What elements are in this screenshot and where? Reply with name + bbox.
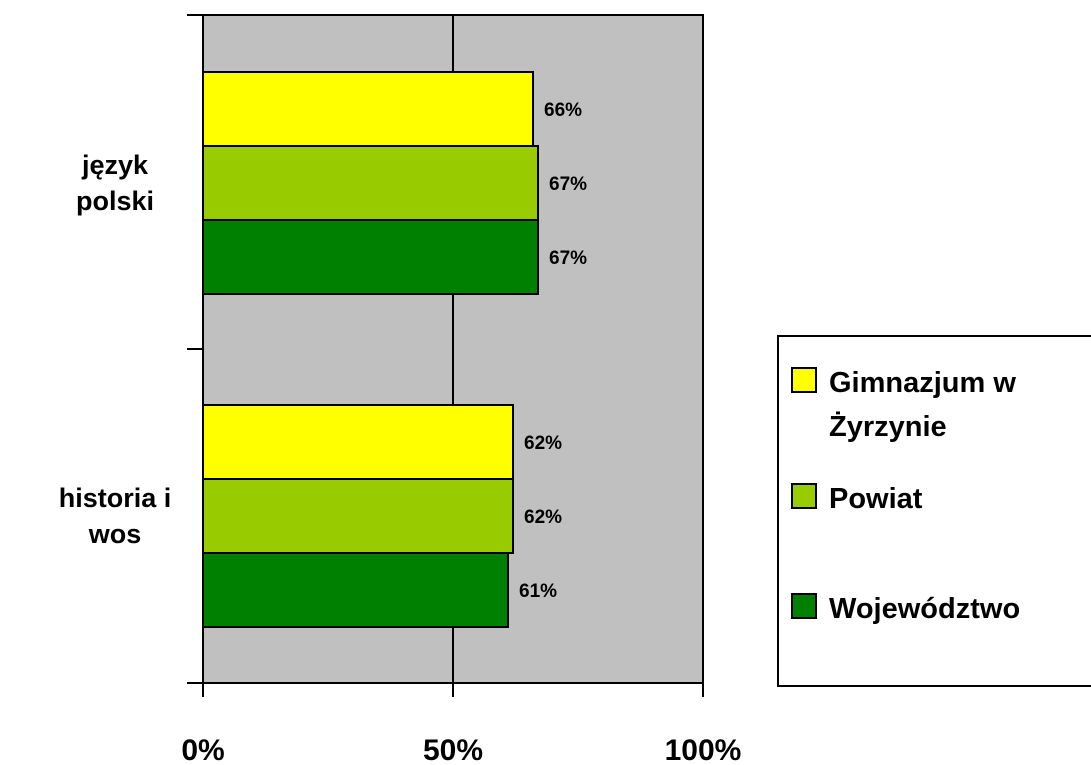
legend-label-1-0: Powiat — [829, 483, 923, 515]
data-label-1-1: 62% — [524, 507, 562, 528]
bar-1-0 — [202, 404, 514, 480]
bar-0-0 — [202, 71, 534, 147]
category-label-0-1: polski — [76, 186, 154, 216]
x-tick-label-2: 100% — [665, 734, 742, 765]
category-label-1-1: wos — [88, 519, 142, 549]
data-label-0-1: 67% — [549, 174, 587, 195]
legend-swatch-1 — [791, 483, 817, 509]
bar-0-2 — [202, 219, 539, 295]
data-labels: 66% 67% 67% 62% 62% 61% — [519, 100, 587, 602]
data-label-1-0: 62% — [524, 433, 562, 454]
legend-label-0-1: Żyrzynie — [829, 411, 947, 443]
bar-1-1 — [202, 478, 514, 554]
data-label-1-2: 61% — [519, 581, 557, 602]
data-label-0-2: 67% — [549, 248, 587, 269]
data-label-0-0: 66% — [544, 100, 582, 121]
legend-label-2-0: Województwo — [829, 593, 1020, 625]
category-label-1-0: historia i — [59, 483, 172, 513]
legend-box — [777, 335, 1091, 687]
x-tick-labels: 0% 50% 100% — [181, 734, 741, 765]
axes — [187, 14, 704, 697]
bar-1-2 — [202, 552, 509, 628]
legend: Gimnazjum w Żyrzynie Powiat Województwo — [777, 335, 1091, 687]
x-tick-label-0: 0% — [181, 734, 224, 765]
x-tick-label-1: 50% — [423, 734, 483, 765]
legend-label-0-0: Gimnazjum w — [829, 367, 1016, 399]
bars — [202, 71, 539, 628]
category-label-0-0: język — [81, 150, 149, 180]
bar-0-1 — [202, 145, 539, 221]
category-labels: język polski historia i wos — [59, 150, 172, 549]
legend-swatch-0 — [791, 367, 817, 393]
legend-swatch-2 — [791, 593, 817, 619]
